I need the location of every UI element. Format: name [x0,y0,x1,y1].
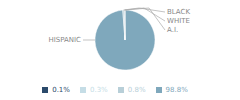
svg-text:BLACK: BLACK [167,8,190,16]
svg-text:WHITE: WHITE [167,17,190,25]
html-text:0.3%: 0.3% [90,86,108,94]
html-text:0.8%: 0.8% [127,86,146,94]
html-text:98.8%: 98.8% [165,86,188,94]
svg-text:HISPANIC: HISPANIC [48,36,81,44]
html-text:0.1%: 0.1% [52,86,70,94]
svg-text:A.I.: A.I. [167,26,178,34]
